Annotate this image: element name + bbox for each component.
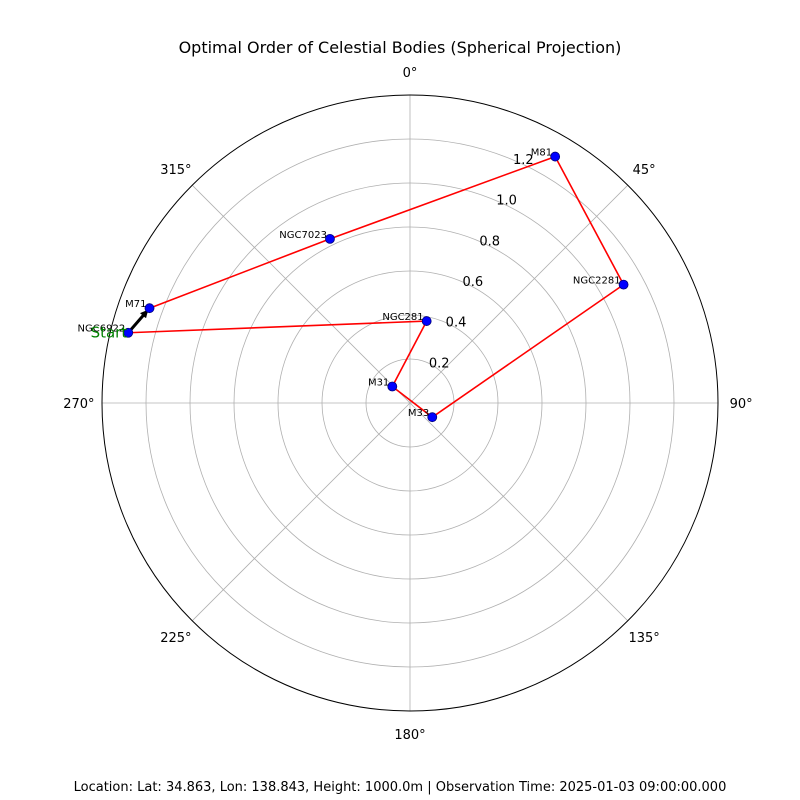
theta-tick-label: 315° (160, 163, 191, 178)
path-segment (554, 156, 625, 285)
theta-tick-label: 45° (633, 163, 656, 178)
point-label-ngc2281: NGC2281 (573, 276, 621, 287)
r-tick-label: 0.4 (446, 316, 467, 331)
theta-tick-label: 225° (160, 631, 191, 646)
path-segment (391, 320, 428, 387)
point-label-m33: M33 (408, 408, 429, 419)
path-segment (149, 238, 331, 309)
point-m33 (427, 412, 438, 423)
theta-tick-label: 135° (628, 631, 659, 646)
point-m81 (550, 151, 561, 162)
theta-tick-label: 180° (394, 728, 425, 743)
theta-tick-label: 90° (730, 397, 753, 412)
r-tick-label: 1.2 (513, 153, 534, 168)
point-label-m81: M81 (531, 148, 552, 159)
r-tick-label: 0.2 (429, 356, 450, 371)
start-label: Start (91, 324, 128, 342)
r-tick-label: 0.8 (479, 234, 500, 249)
path-segment (329, 155, 556, 240)
path-segment (128, 320, 427, 334)
point-ngc2281 (618, 279, 629, 290)
theta-tick-label: 0° (403, 66, 418, 81)
point-label-ngc7023: NGC7023 (279, 230, 327, 241)
theta-grid-line (191, 402, 411, 622)
theta-tick-label: 270° (63, 397, 94, 412)
theta-grid-line (409, 184, 629, 404)
r-tick-label: 1.0 (496, 194, 517, 209)
point-label-ngc6922: NGC6922 (78, 324, 126, 335)
path-segment (431, 283, 625, 418)
theta-grid-line (409, 402, 629, 622)
point-label-ngc281: NGC281 (382, 312, 423, 323)
point-m31 (387, 381, 398, 392)
chart-title: Optimal Order of Celestial Bodies (Spher… (178, 38, 622, 57)
path-segment (391, 385, 433, 418)
point-ngc6922 (123, 327, 134, 338)
point-label-m31: M31 (368, 377, 389, 388)
point-ngc281 (421, 316, 432, 326)
footer-location-text: Location: Lat: 34.863, Lon: 138.843, Hei… (73, 780, 727, 795)
point-m71 (144, 303, 155, 314)
theta-grid-line (191, 184, 411, 404)
r-tick-label: 0.6 (463, 275, 484, 290)
point-ngc7023 (325, 233, 335, 244)
point-label-m71: M71 (125, 299, 146, 310)
polar-frame (101, 94, 719, 712)
